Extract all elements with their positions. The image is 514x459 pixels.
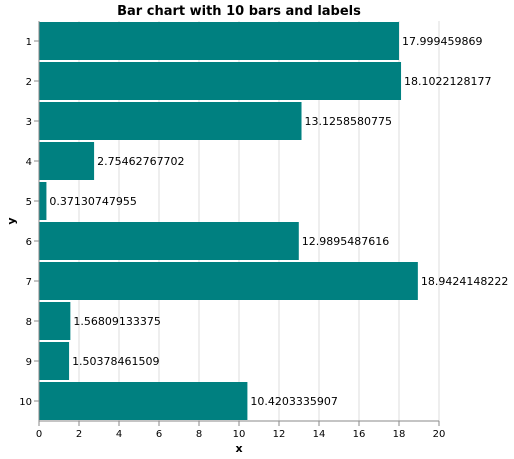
bar xyxy=(39,302,71,340)
y-tick-label: 9 xyxy=(26,357,32,368)
bar-value-label: 1.50378461509 xyxy=(72,355,159,368)
bar xyxy=(39,62,402,100)
x-tick-label: 6 xyxy=(156,429,162,440)
bar xyxy=(39,342,70,380)
x-tick-label: 18 xyxy=(393,429,406,440)
y-tick-label: 2 xyxy=(26,77,32,88)
y-tick-label: 4 xyxy=(26,157,32,168)
bar-value-label: 2.75462767702 xyxy=(97,155,184,168)
bar xyxy=(39,382,248,420)
bar xyxy=(39,102,302,140)
bar xyxy=(39,22,399,60)
bar-value-label: 13.1258580775 xyxy=(305,115,392,128)
y-tick-label: 1 xyxy=(26,37,32,48)
y-tick-label: 8 xyxy=(26,317,32,328)
x-tick-label: 2 xyxy=(76,429,82,440)
bar-value-label: 1.56809133375 xyxy=(73,315,160,328)
x-tick-label: 20 xyxy=(433,429,446,440)
x-tick-label: 16 xyxy=(353,429,366,440)
bar xyxy=(39,142,95,180)
bar-value-label: 0.37130747955 xyxy=(49,195,136,208)
x-tick-label: 12 xyxy=(273,429,286,440)
x-tick-label: 0 xyxy=(36,429,42,440)
y-axis-title: y xyxy=(5,217,18,224)
y-tick-label: 10 xyxy=(19,397,32,408)
y-tick-label: 3 xyxy=(26,117,32,128)
y-tick-label: 5 xyxy=(26,197,32,208)
bar xyxy=(39,222,299,260)
bar-value-label: 12.9895487616 xyxy=(302,235,389,248)
y-tick-label: 7 xyxy=(26,277,32,288)
bar xyxy=(39,182,47,220)
bar-value-label: 18.9424148222 xyxy=(421,275,508,288)
chart-title: Bar chart with 10 bars and labels xyxy=(117,4,361,19)
bar-value-label: 17.999459869 xyxy=(402,35,482,48)
bar xyxy=(39,262,418,300)
bar-layer xyxy=(39,22,418,420)
x-tick-label: 14 xyxy=(313,429,326,440)
bar-value-label: 18.1022128177 xyxy=(404,75,491,88)
x-tick-label: 8 xyxy=(196,429,202,440)
x-tick-label: 4 xyxy=(116,429,122,440)
x-axis-title: x xyxy=(235,442,242,455)
x-tick-label: 10 xyxy=(233,429,246,440)
data-label-layer: 17.999459869 18.1022128177 13.1258580775 2.… xyxy=(49,35,508,408)
bar-value-label: 10.4203335907 xyxy=(250,395,337,408)
y-tick-label: 6 xyxy=(26,237,32,248)
